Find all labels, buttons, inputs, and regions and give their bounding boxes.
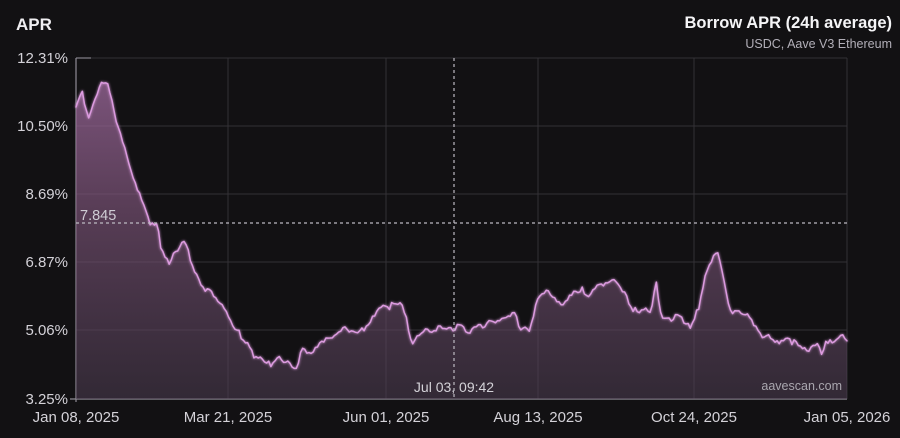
svg-text:Jan 08, 2025: Jan 08, 2025 [33, 409, 120, 426]
svg-text:10.50%: 10.50% [17, 118, 68, 135]
svg-text:5.06%: 5.06% [25, 322, 68, 339]
svg-text:Aug 13, 2025: Aug 13, 2025 [493, 409, 582, 426]
svg-text:Oct 24, 2025: Oct 24, 2025 [651, 409, 737, 426]
svg-text:Mar 21, 2025: Mar 21, 2025 [184, 409, 272, 426]
svg-text:aavescan.com: aavescan.com [761, 379, 842, 393]
svg-text:Jan 05, 2026: Jan 05, 2026 [804, 409, 891, 426]
svg-text:8.69%: 8.69% [25, 186, 68, 203]
svg-text:12.31%: 12.31% [17, 50, 68, 67]
svg-text:Jun 01, 2025: Jun 01, 2025 [343, 409, 430, 426]
svg-text:3.25%: 3.25% [25, 391, 68, 408]
svg-text:7.845: 7.845 [80, 208, 116, 224]
svg-text:Jul 03, 09:42: Jul 03, 09:42 [414, 379, 494, 395]
svg-text:6.87%: 6.87% [25, 254, 68, 271]
